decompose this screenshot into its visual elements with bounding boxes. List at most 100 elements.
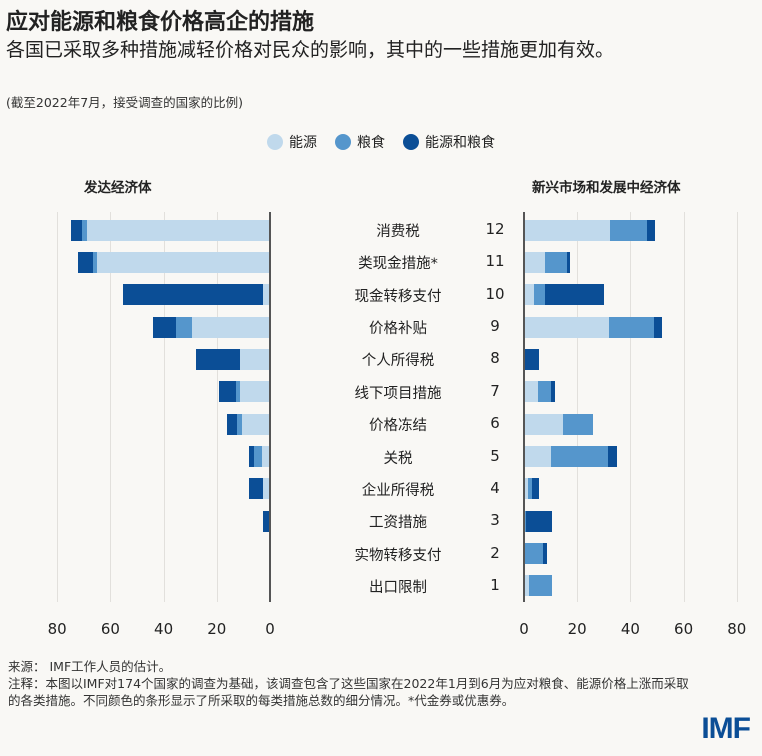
x-tick-label: 0 bbox=[519, 620, 529, 638]
category-number: 3 bbox=[490, 511, 500, 530]
bar-segment bbox=[122, 284, 264, 306]
bar-segment bbox=[545, 251, 567, 273]
bar-segment bbox=[531, 478, 540, 500]
legend-label: 粮食 bbox=[357, 135, 385, 151]
bar-segment bbox=[78, 251, 93, 273]
category-number: 9 bbox=[490, 317, 500, 336]
bar-segment bbox=[240, 348, 270, 370]
category-number: 1 bbox=[490, 575, 500, 594]
bar-segment bbox=[524, 543, 544, 565]
gridline bbox=[683, 212, 685, 602]
bar-segment bbox=[237, 413, 242, 435]
legend-swatch-food bbox=[335, 134, 351, 150]
gridline bbox=[163, 212, 165, 602]
bar-segment bbox=[609, 316, 654, 338]
gridline bbox=[577, 212, 579, 602]
category-label: 价格冻结 bbox=[369, 418, 427, 435]
category-label: 个人所得税 bbox=[361, 353, 435, 370]
x-tick-label: 20 bbox=[567, 620, 587, 638]
bar-segment bbox=[92, 251, 97, 273]
category-number: 11 bbox=[485, 252, 505, 271]
bar-segment bbox=[236, 381, 241, 403]
bar-segment bbox=[524, 348, 540, 370]
legend-item-energy: 能源 bbox=[267, 132, 317, 152]
x-tick-label: 20 bbox=[207, 620, 227, 638]
legend: 能源 粮食 能源和粮食 bbox=[0, 132, 762, 152]
category-number: 12 bbox=[485, 220, 505, 238]
category-number: 7 bbox=[490, 381, 500, 400]
gridline bbox=[736, 212, 738, 602]
notes-text: 注释：本图以IMF对174个国家的调查为基础，该调查包含了这些国家在2022年1… bbox=[8, 676, 689, 708]
panel-title-emerging: 新兴市场和发展中经济体 bbox=[532, 180, 681, 196]
bar-segment bbox=[263, 510, 270, 532]
bar-segment bbox=[226, 413, 238, 435]
bar-segment bbox=[71, 219, 83, 241]
legend-swatch-energy bbox=[267, 134, 283, 150]
legend-swatch-both bbox=[403, 134, 419, 150]
category-number: 5 bbox=[490, 446, 500, 465]
bar-segment bbox=[261, 446, 270, 468]
bar-segment bbox=[524, 478, 528, 500]
legend-item-both: 能源和粮食 bbox=[403, 132, 495, 152]
chart-subtitle: 各国已采取多种措施减轻价格对民众的影响，其中的一些措施更加有效。 bbox=[6, 39, 615, 61]
category-label: 工资措施 bbox=[369, 515, 427, 532]
bar-segment bbox=[543, 543, 548, 565]
chart-title: 应对能源和粮食价格高企的措施 bbox=[6, 10, 315, 35]
bar-segment bbox=[528, 575, 553, 597]
category-label: 消费税 bbox=[376, 224, 420, 240]
category-number: 6 bbox=[490, 414, 500, 433]
bar-segment bbox=[524, 219, 610, 241]
bar-segment bbox=[524, 381, 539, 403]
category-label: 关税 bbox=[383, 450, 413, 467]
bar-segment bbox=[248, 446, 254, 468]
category-label: 线下项目措施 bbox=[354, 385, 442, 402]
legend-item-food: 粮食 bbox=[335, 132, 385, 152]
bar-segment bbox=[566, 251, 571, 273]
category-number: 4 bbox=[490, 478, 500, 497]
bar-segment bbox=[538, 381, 552, 403]
bar-segment bbox=[263, 478, 270, 500]
zero-axis bbox=[269, 212, 271, 602]
x-tick-label: 40 bbox=[620, 620, 640, 638]
x-tick-label: 60 bbox=[100, 620, 120, 638]
x-tick-label: 80 bbox=[47, 620, 67, 638]
x-tick-label: 60 bbox=[674, 620, 694, 638]
category-number: 10 bbox=[485, 284, 505, 303]
bar-segment bbox=[607, 446, 617, 468]
legend-label: 能源和粮食 bbox=[425, 135, 495, 151]
bar-segment bbox=[175, 316, 193, 338]
bar-segment bbox=[96, 251, 270, 273]
bar-segment bbox=[240, 381, 270, 403]
bar-segment bbox=[524, 413, 564, 435]
bar-segment bbox=[646, 219, 655, 241]
bar-segment bbox=[563, 413, 593, 435]
bar-segment bbox=[524, 575, 529, 597]
category-label: 出口限制 bbox=[369, 579, 427, 596]
x-tick-label: 80 bbox=[727, 620, 747, 638]
bar-segment bbox=[534, 284, 545, 306]
bar-segment bbox=[253, 446, 262, 468]
panel-title-advanced: 发达经济体 bbox=[84, 180, 152, 196]
category-label: 价格补贴 bbox=[369, 321, 427, 338]
bar-segment bbox=[524, 284, 535, 306]
category-label: 企业所得税 bbox=[361, 482, 435, 499]
chart-note: (截至2022年7月，接受调查的国家的比例) bbox=[6, 95, 244, 110]
bar-segment bbox=[609, 219, 647, 241]
bar-segment bbox=[86, 219, 270, 241]
category-label: 类现金措施* bbox=[358, 256, 438, 273]
bar-segment bbox=[524, 446, 551, 468]
x-tick-label: 0 bbox=[265, 620, 275, 638]
imf-logo: IMF bbox=[701, 712, 751, 745]
bar-segment bbox=[152, 316, 176, 338]
bar-segment bbox=[544, 284, 604, 306]
gridline bbox=[110, 212, 112, 602]
category-label: 现金转移支付 bbox=[354, 288, 442, 305]
bar-segment bbox=[218, 381, 237, 403]
bar-segment bbox=[653, 316, 663, 338]
footer: 来源： IMF工作人员的估计。 注释：本图以IMF对174个国家的调查为基础，该… bbox=[8, 658, 698, 709]
bar-segment bbox=[196, 348, 241, 370]
category-number: 2 bbox=[490, 543, 500, 562]
bar-segment bbox=[248, 478, 264, 500]
source-text: 来源： IMF工作人员的估计。 bbox=[8, 659, 172, 674]
bar-segment bbox=[525, 510, 553, 532]
